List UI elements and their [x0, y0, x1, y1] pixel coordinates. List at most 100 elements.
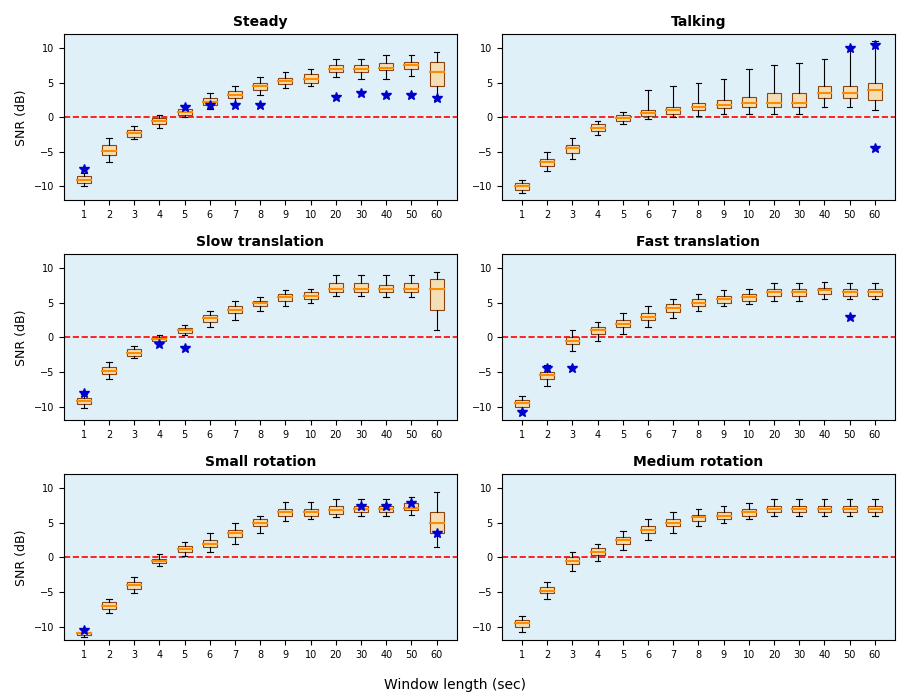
Bar: [379, 63, 393, 70]
Bar: [102, 145, 116, 155]
Bar: [591, 125, 604, 131]
Bar: [666, 519, 680, 526]
Bar: [767, 289, 781, 296]
Bar: [692, 299, 705, 306]
Bar: [541, 159, 554, 166]
Bar: [430, 278, 443, 310]
Title: Steady: Steady: [233, 15, 288, 29]
Bar: [515, 619, 529, 626]
Bar: [868, 505, 882, 512]
Bar: [642, 111, 655, 116]
Bar: [868, 289, 882, 296]
Bar: [793, 93, 806, 107]
Bar: [742, 97, 756, 107]
Bar: [817, 505, 832, 512]
Bar: [541, 587, 554, 594]
Bar: [404, 62, 419, 69]
Bar: [127, 129, 141, 136]
Bar: [742, 294, 756, 301]
Bar: [742, 509, 756, 516]
Bar: [642, 526, 655, 533]
Bar: [177, 546, 191, 552]
Bar: [379, 505, 393, 512]
Bar: [717, 296, 731, 303]
Bar: [817, 86, 832, 98]
Bar: [692, 104, 705, 111]
Bar: [616, 320, 630, 327]
Y-axis label: SNR (dB): SNR (dB): [15, 89, 28, 145]
Bar: [354, 65, 368, 72]
Bar: [642, 313, 655, 320]
Bar: [767, 505, 781, 512]
Bar: [253, 519, 268, 526]
Title: Talking: Talking: [671, 15, 726, 29]
Bar: [304, 74, 318, 83]
Bar: [666, 304, 680, 312]
Title: Slow translation: Slow translation: [197, 235, 324, 249]
Bar: [717, 512, 731, 519]
Bar: [203, 98, 217, 105]
Bar: [541, 372, 554, 379]
Bar: [565, 557, 580, 564]
Bar: [153, 559, 167, 563]
Bar: [278, 294, 292, 301]
Bar: [177, 328, 191, 333]
Bar: [329, 505, 343, 514]
Bar: [565, 338, 580, 345]
Bar: [228, 91, 242, 98]
Title: Fast translation: Fast translation: [636, 235, 761, 249]
Bar: [102, 367, 116, 374]
Bar: [717, 100, 731, 109]
Title: Small rotation: Small rotation: [205, 455, 316, 469]
Bar: [430, 512, 443, 533]
Bar: [430, 62, 443, 86]
Bar: [203, 540, 217, 547]
Bar: [228, 530, 242, 537]
Bar: [153, 118, 167, 125]
Bar: [329, 65, 343, 72]
Bar: [843, 86, 856, 98]
Bar: [692, 514, 705, 521]
Bar: [304, 509, 318, 516]
Bar: [76, 632, 91, 635]
Bar: [591, 327, 604, 334]
Bar: [843, 505, 856, 512]
Bar: [591, 548, 604, 555]
Bar: [868, 83, 882, 100]
Bar: [127, 349, 141, 356]
Text: Window length (sec): Window length (sec): [384, 678, 526, 692]
Bar: [203, 315, 217, 322]
Bar: [228, 306, 242, 313]
Bar: [102, 602, 116, 609]
Bar: [354, 505, 368, 512]
Bar: [404, 283, 419, 292]
Bar: [515, 183, 529, 190]
Bar: [354, 283, 368, 292]
Bar: [278, 78, 292, 84]
Bar: [793, 505, 806, 512]
Bar: [76, 397, 91, 404]
Y-axis label: SNR (dB): SNR (dB): [15, 309, 28, 365]
Bar: [817, 287, 832, 294]
Bar: [793, 289, 806, 296]
Bar: [616, 537, 630, 544]
Bar: [404, 503, 419, 510]
Bar: [329, 283, 343, 292]
Bar: [127, 582, 141, 589]
Bar: [666, 107, 680, 114]
Bar: [767, 93, 781, 107]
Bar: [153, 338, 167, 341]
Bar: [616, 116, 630, 121]
Bar: [379, 285, 393, 292]
Bar: [565, 145, 580, 153]
Bar: [515, 400, 529, 406]
Bar: [253, 301, 268, 306]
Bar: [278, 509, 292, 516]
Bar: [843, 289, 856, 296]
Bar: [177, 109, 191, 115]
Y-axis label: SNR (dB): SNR (dB): [15, 529, 28, 585]
Bar: [253, 83, 268, 90]
Bar: [76, 176, 91, 183]
Title: Medium rotation: Medium rotation: [633, 455, 763, 469]
Bar: [304, 292, 318, 299]
